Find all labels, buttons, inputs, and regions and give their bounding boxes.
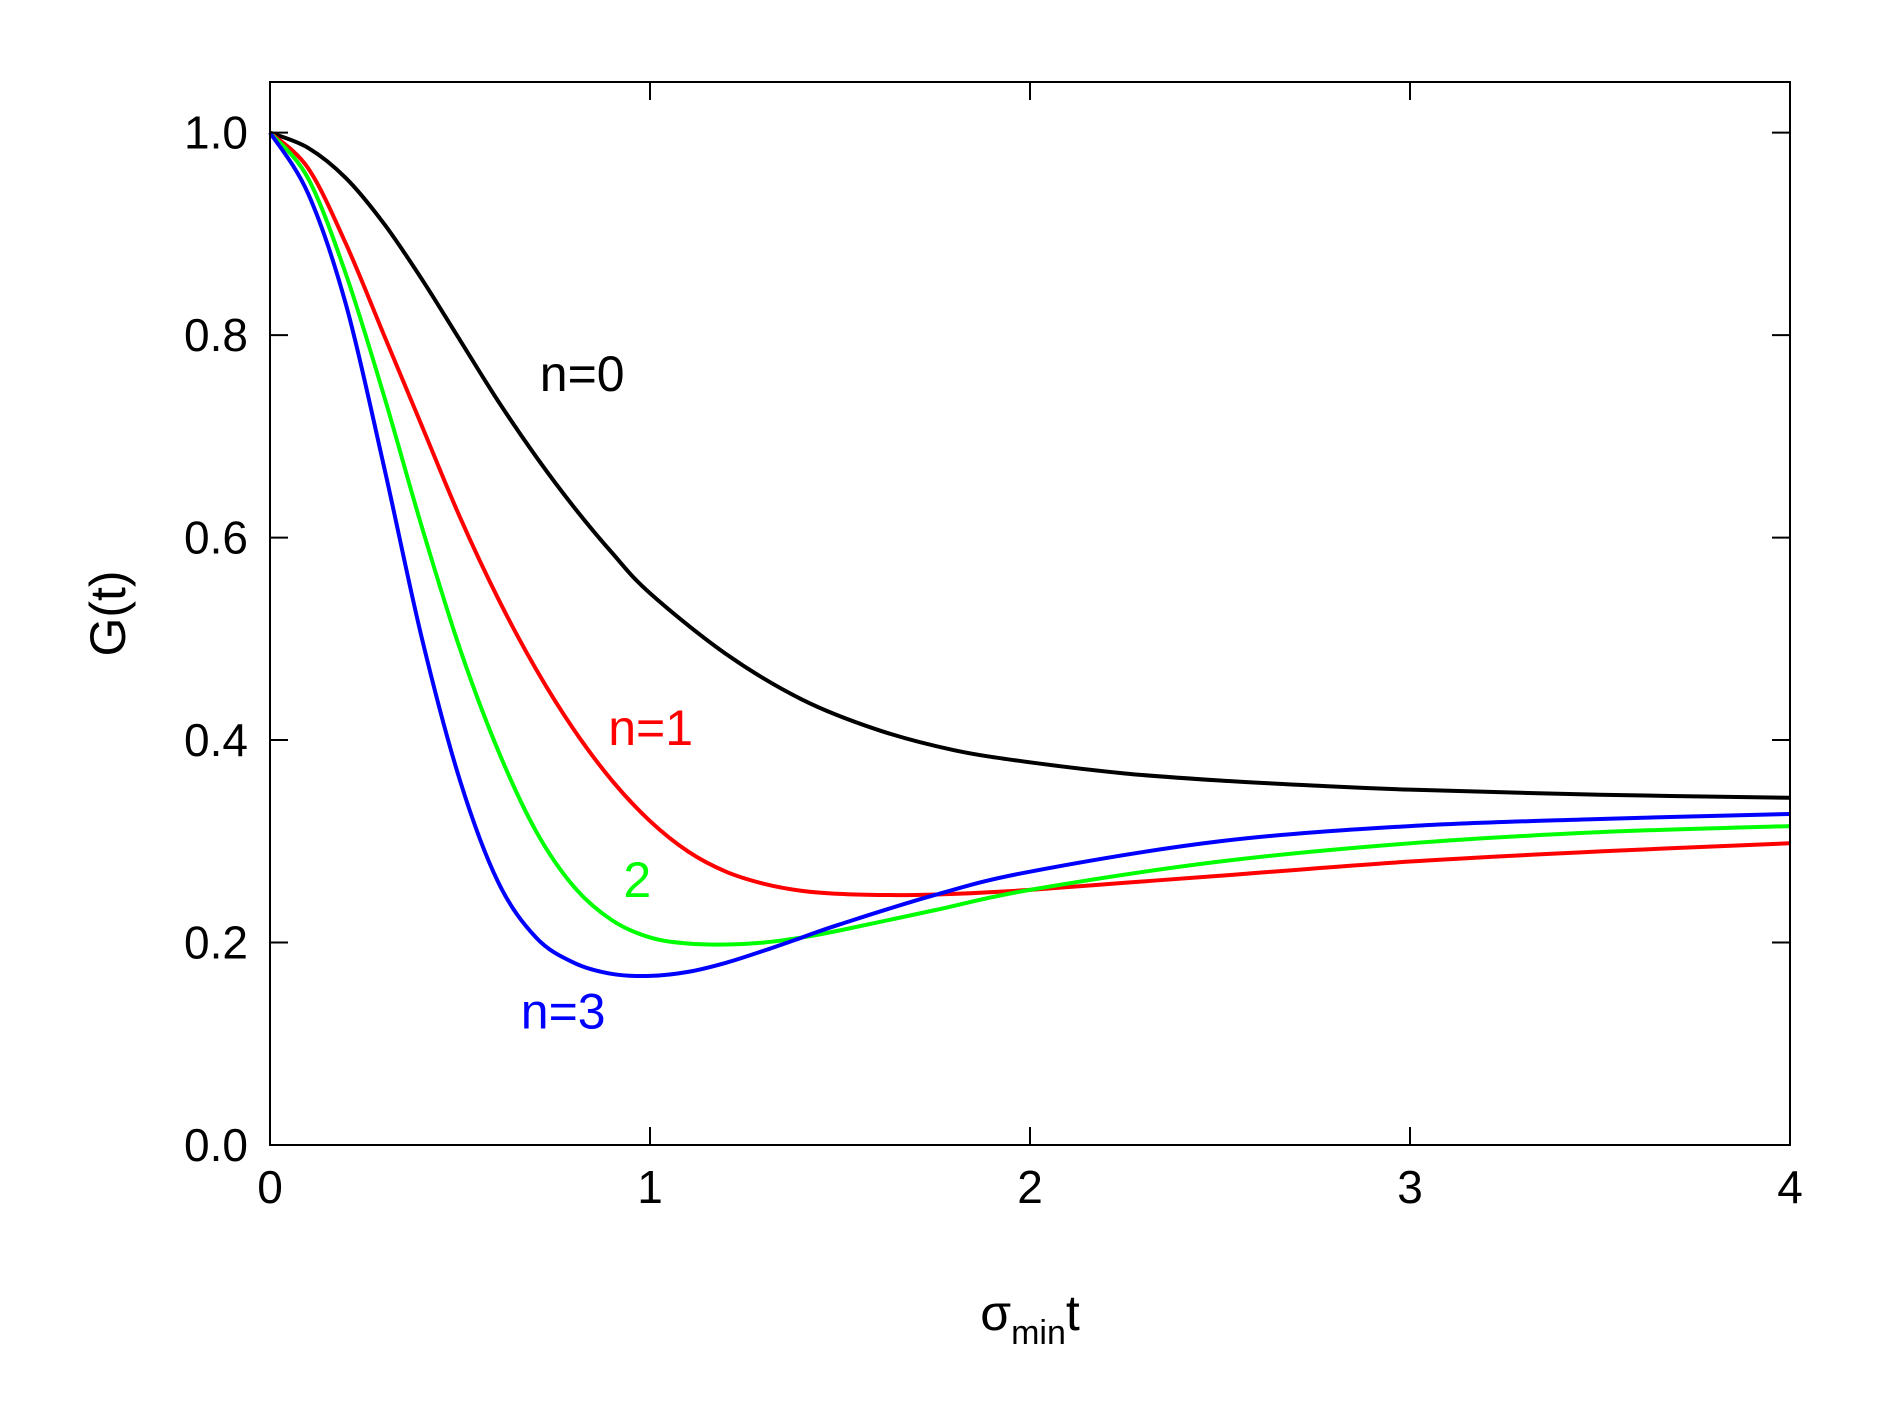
x-tick-label: 2 <box>1017 1161 1043 1213</box>
plot-frame <box>269 81 1791 1146</box>
y-tick-label: 0.8 <box>184 309 248 361</box>
series-line-3 <box>268 131 1791 979</box>
series-lines <box>268 130 1791 979</box>
y-tick-label: 1.0 <box>184 107 248 159</box>
y-tick-label: 0.6 <box>184 512 248 564</box>
x-tick-label: 0 <box>257 1161 283 1213</box>
series-annotation: 2 <box>623 852 651 908</box>
series-annotation: n=0 <box>540 346 625 402</box>
series-line-0 <box>269 130 1791 800</box>
series-line-1 <box>268 131 1791 898</box>
x-axis-label-subscript: min <box>1011 1314 1066 1352</box>
y-tick-label: 0.4 <box>184 714 248 766</box>
tick-labels: 0 1 2 3 4 0.0 0.2 0.4 0.6 0.8 1.0 <box>184 107 1803 1213</box>
x-tick-label: 1 <box>637 1161 663 1213</box>
x-axis-label: σmint <box>980 1285 1080 1352</box>
y-tick-label: 0.0 <box>184 1119 248 1171</box>
x-axis-label-main: σ <box>980 1285 1011 1341</box>
y-axis-label: G(t) <box>80 570 136 656</box>
x-tick-label: 4 <box>1777 1161 1803 1213</box>
series-annotation: n=1 <box>608 700 693 756</box>
y-tick-label: 0.2 <box>184 917 248 969</box>
annotations: n=0 n=1 2 n=3 <box>521 346 693 1040</box>
x-axis-label-tail: t <box>1066 1285 1080 1341</box>
series-annotation: n=3 <box>521 984 606 1040</box>
series-line-2 <box>268 131 1791 947</box>
axis-ticks <box>269 82 1791 1146</box>
x-tick-label: 3 <box>1397 1161 1423 1213</box>
